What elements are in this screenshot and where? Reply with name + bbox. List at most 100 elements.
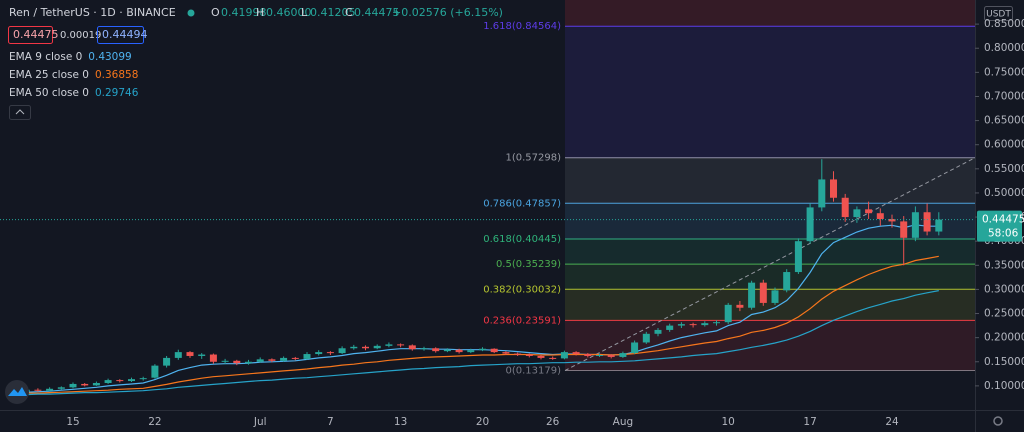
candle-body [373,345,381,349]
candle-body [502,352,510,354]
fib-zone [565,239,975,265]
candle-body [104,380,112,383]
logo-icon [8,387,27,396]
fib-zones: 0(0.13179) 0.236(0.23591) 0.382(0.30032) 0.… [483,0,976,377]
change: +0.02576 (+6.15%) [392,6,503,19]
price-label-box [977,210,1022,242]
legend-value: 0.36858 [95,69,138,81]
ohlc-value: 0.46000 [266,6,312,19]
symbol-title[interactable]: Ren / TetherUS · 1D · BINANCE [9,6,176,19]
legend-name: EMA 25 close 0 [9,69,89,81]
candle-body [701,323,709,326]
candle-body [713,322,720,324]
candle-body [151,365,159,378]
candle-body [748,282,756,308]
ohlc-value: 0.41998 [221,6,267,19]
candle-body [245,361,252,364]
candle-body [724,304,732,323]
y-tick-label: 0.80000 [984,42,1024,54]
candle-body [256,359,264,362]
chevron-icon [15,109,25,115]
candle-body [338,348,346,354]
settings-icon[interactable] [993,416,1003,426]
candle-body [443,349,451,352]
sell-box[interactable] [8,26,53,44]
x-tick-label: 20 [476,416,489,428]
x-tick-label: 17 [803,416,816,428]
currency: USDT [986,10,1011,20]
candle-body [479,348,486,351]
fib-zone [565,0,975,27]
bid-price[interactable]: 0.44475 [13,28,59,41]
candle-body [619,353,627,357]
x-tick-label: 26 [546,416,560,428]
ask-price[interactable]: 0.44494 [102,28,148,41]
fib-label: 1.618(0.84564) [483,21,561,32]
ohlc-label: O [211,6,220,19]
x-tick-label: 15 [66,416,79,428]
candle-body [221,360,229,362]
y-tick-label: 0.50000 [984,187,1024,199]
candle-body [677,324,685,326]
candle-body [689,324,697,326]
candle-body [549,357,557,359]
legend: EMA 9 close 0 0.43099 EMA 25 close 0 0.3685… [9,51,139,99]
candle-body [514,353,522,355]
legend-name: EMA 50 close 0 [9,87,89,99]
x-tick-label: 10 [722,416,735,428]
candle-body [408,345,416,350]
candle-body [654,329,662,334]
y-tick-label: 0.65000 [984,115,1024,127]
x-tick-label: 7 [327,416,334,428]
candle-body [92,382,100,386]
y-tick-label: 0.85000 [984,18,1024,30]
candle-body [537,355,545,358]
candle-body [163,357,171,366]
y-tick-label: 0.25000 [984,308,1024,320]
candle-body [783,272,791,291]
candle-body [315,352,323,355]
candle-body [830,179,837,198]
y-tick-label: 0.30000 [984,283,1024,295]
candle-body [759,282,767,303]
candle-body [572,352,580,355]
candle-body [841,197,849,218]
candle-body [818,179,826,208]
candle-body [853,209,861,218]
ema-line [14,224,939,394]
candle-body [771,290,779,303]
candle-body [116,380,124,382]
candle-body [584,354,592,356]
candle-body [280,357,288,361]
x-tick-label: Jul [253,416,267,428]
buy-box[interactable] [97,26,144,44]
candle-body [385,344,393,346]
x-tick-label: 22 [148,416,161,428]
candle-body [525,354,533,356]
candle-body [350,346,358,349]
x-tick-label: 24 [885,416,899,428]
price-label: 0.44475 [982,214,1024,226]
candle-body [268,359,276,361]
fib-label: 0.5(0.35239) [496,259,561,270]
candle-body [596,355,603,357]
y-tick-label: 0.15000 [984,356,1024,368]
candle-body [560,352,568,359]
fib-zone [565,157,975,204]
y-tick-label: 0.55000 [984,163,1024,175]
candle-body [186,352,194,356]
candle-body [362,346,369,349]
fib-zone [565,320,975,371]
ema-line [14,290,939,396]
collapse-button[interactable] [9,105,31,120]
candle-body [128,379,135,382]
legend-value: 0.43099 [88,51,131,63]
candle-body [607,355,615,357]
candle-body [432,348,440,352]
candle-body [198,354,206,356]
candle-body [420,348,428,350]
candle-body [876,213,884,219]
legend-name: EMA 9 close 0 [9,51,82,63]
fib-label: 0(0.13179) [505,366,561,377]
